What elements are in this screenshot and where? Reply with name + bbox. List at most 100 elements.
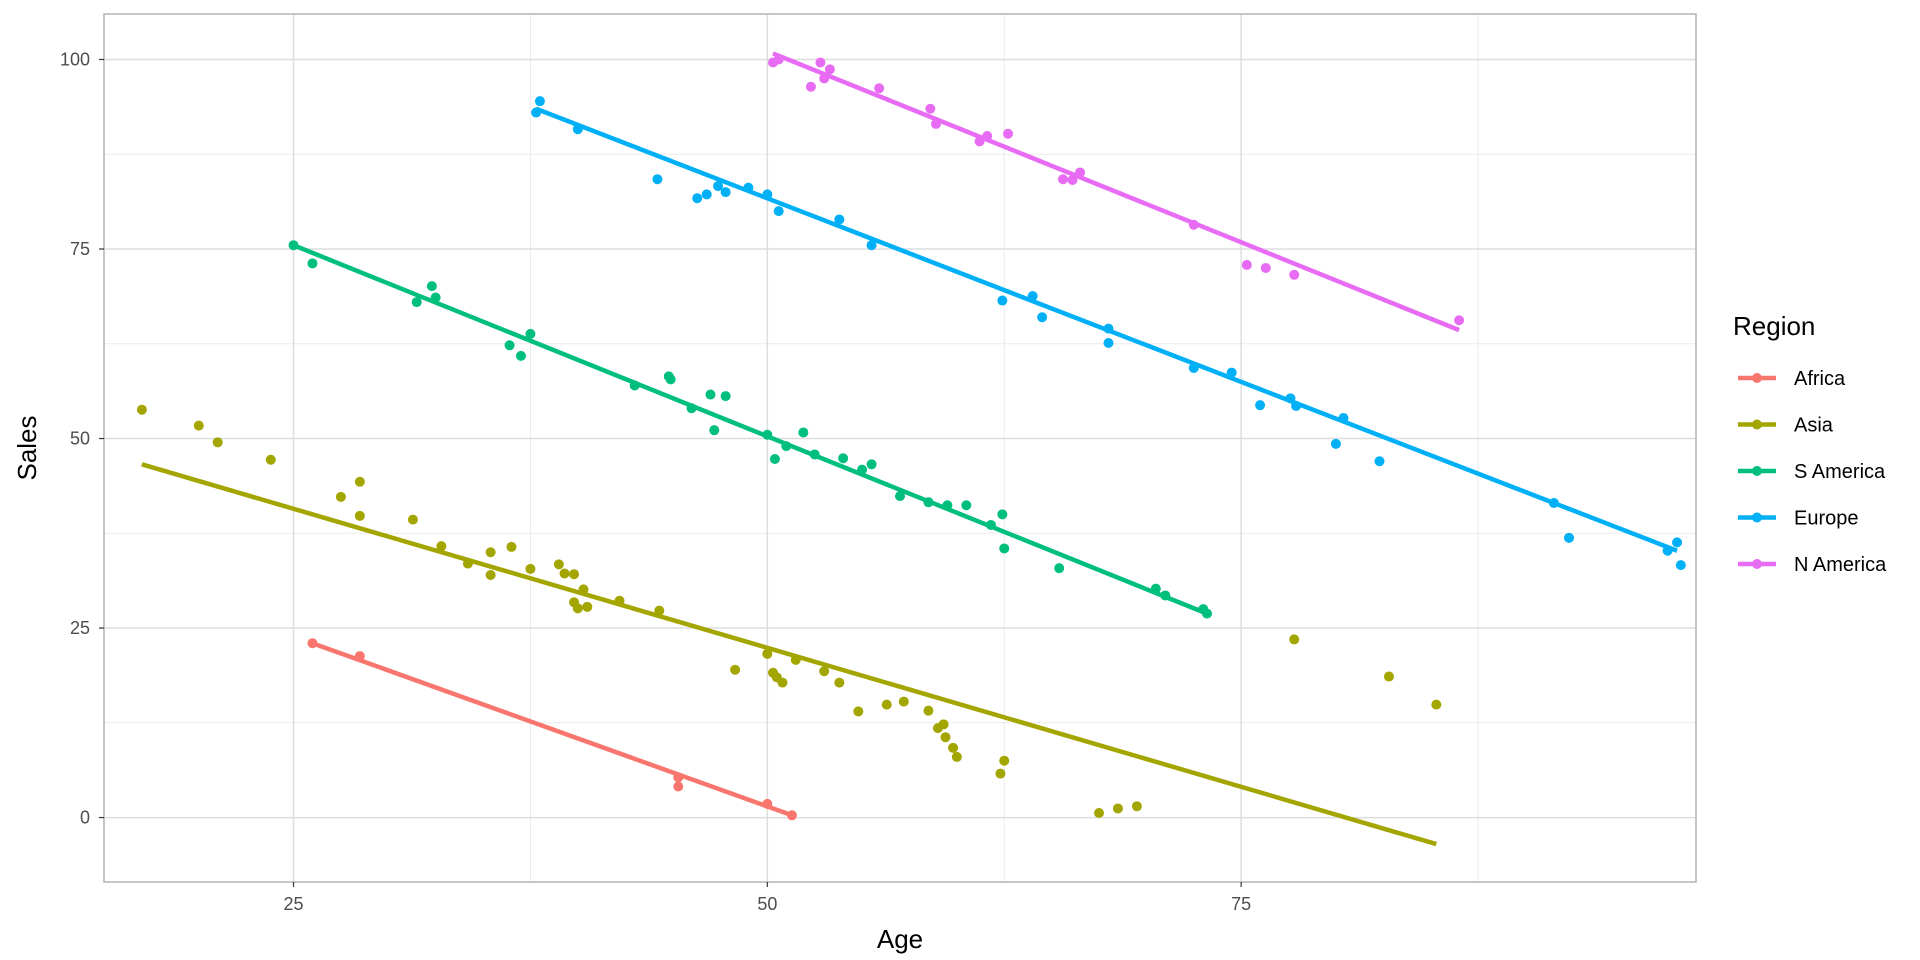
y-tick-label: 75 — [70, 239, 90, 259]
x-axis-ticks: 25 50 75 — [284, 882, 1251, 914]
point-s-america — [426, 281, 437, 292]
point-asia — [1094, 808, 1104, 819]
point-asia — [485, 547, 496, 558]
point-africa — [762, 798, 773, 809]
point-s-america — [769, 453, 780, 464]
point-europe — [762, 189, 773, 200]
point-europe — [773, 206, 784, 217]
point-s-america — [411, 297, 422, 308]
point-asia — [762, 648, 773, 659]
legend-key-point — [1752, 466, 1762, 476]
point-asia — [212, 437, 223, 448]
y-axis-ticks: 0 25 50 75 100 — [60, 49, 104, 828]
point-s-america — [866, 459, 877, 470]
data-points — [136, 54, 1686, 821]
point-n-america — [1067, 175, 1078, 186]
point-s-america — [1160, 590, 1171, 601]
point-europe — [713, 181, 724, 192]
point-asia — [354, 476, 365, 487]
point-s-america — [997, 509, 1008, 520]
legend-items: Africa Asia S America Europe N America — [1738, 368, 1887, 576]
point-n-america — [1075, 167, 1086, 178]
fit-line-africa — [311, 641, 793, 818]
legend-label: Asia — [1794, 415, 1834, 437]
point-europe — [834, 214, 845, 225]
point-europe — [1548, 497, 1559, 508]
point-africa — [673, 772, 684, 783]
point-n-america — [1057, 174, 1068, 185]
point-n-america — [815, 57, 826, 68]
point-asia — [1289, 634, 1300, 645]
y-tick-label: 100 — [60, 49, 90, 69]
point-n-america — [1003, 128, 1014, 139]
point-asia — [407, 514, 418, 525]
point-n-america — [819, 73, 830, 84]
point-europe — [1374, 456, 1385, 467]
legend-title: Region — [1733, 311, 1815, 341]
point-asia — [853, 706, 864, 717]
point-asia — [265, 454, 276, 465]
point-asia — [436, 541, 447, 552]
point-s-america — [762, 429, 773, 440]
point-asia — [730, 664, 741, 675]
point-africa — [307, 638, 318, 649]
point-europe — [1564, 532, 1575, 543]
fit-line-asia — [141, 462, 1437, 847]
point-europe — [572, 124, 583, 135]
point-s-america — [1054, 563, 1065, 574]
point-europe — [534, 96, 545, 107]
point-europe — [1226, 367, 1237, 378]
point-europe — [1103, 323, 1114, 334]
point-asia — [995, 768, 1006, 779]
point-asia — [923, 705, 934, 716]
point-europe — [743, 182, 754, 193]
point-europe — [1188, 363, 1199, 374]
legend-label: Africa — [1794, 368, 1846, 390]
y-tick-label: 0 — [80, 808, 90, 828]
point-asia — [898, 696, 909, 707]
point-europe — [1330, 438, 1341, 449]
point-n-america — [1188, 219, 1199, 230]
point-asia — [777, 677, 788, 688]
point-asia — [582, 601, 593, 612]
point-europe — [1675, 560, 1686, 571]
point-asia — [654, 605, 665, 616]
legend-key-point — [1752, 512, 1762, 523]
point-europe — [1672, 537, 1683, 548]
point-s-america — [288, 240, 299, 251]
point-s-america — [809, 449, 820, 460]
point-asia — [559, 568, 570, 579]
point-asia — [578, 584, 589, 595]
fit-line-n-america — [772, 51, 1460, 333]
point-europe — [1291, 400, 1302, 411]
y-tick-label: 25 — [70, 618, 90, 638]
point-s-america — [504, 340, 515, 351]
point-s-america — [857, 464, 868, 475]
point-n-america — [824, 64, 835, 75]
point-africa — [786, 810, 797, 821]
point-s-america — [709, 425, 720, 436]
point-europe — [1662, 545, 1673, 556]
point-s-america — [923, 497, 934, 508]
point-asia — [1131, 801, 1142, 812]
point-asia — [354, 510, 365, 521]
x-tick-label: 25 — [284, 894, 304, 914]
point-asia — [462, 558, 473, 569]
point-asia — [938, 719, 949, 730]
point-europe — [692, 193, 703, 204]
point-asia — [572, 603, 583, 614]
point-n-america — [874, 83, 885, 94]
point-europe — [1103, 338, 1114, 349]
point-asia — [1112, 803, 1123, 814]
point-s-america — [720, 391, 731, 402]
point-europe — [1027, 291, 1038, 302]
point-europe — [531, 107, 542, 118]
point-n-america — [805, 81, 816, 92]
legend-item-africa: Africa — [1738, 368, 1846, 390]
point-n-america — [974, 136, 985, 147]
point-n-america — [931, 118, 942, 129]
point-s-america — [307, 258, 318, 269]
point-s-america — [665, 374, 676, 385]
legend-item-asia: Asia — [1738, 415, 1834, 437]
point-s-america — [798, 427, 809, 438]
